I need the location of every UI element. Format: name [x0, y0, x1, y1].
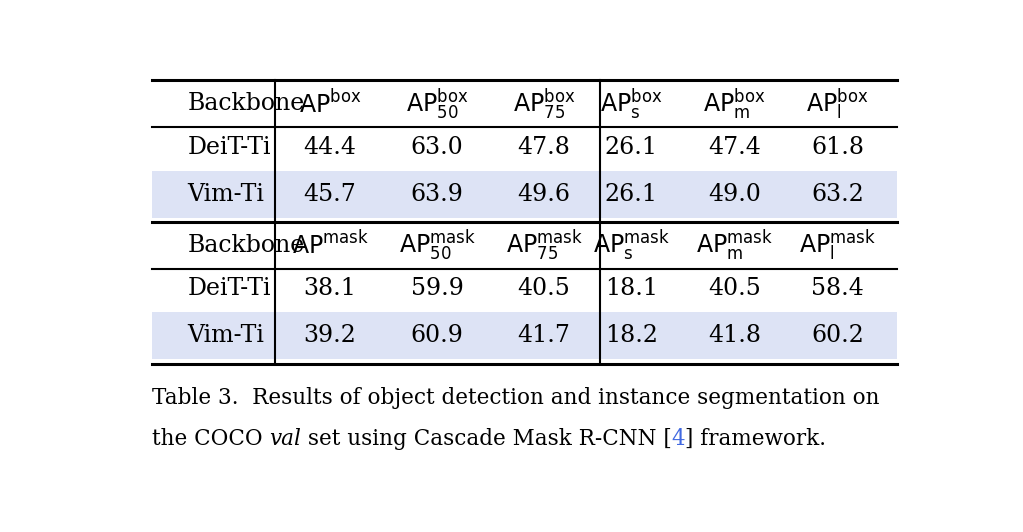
Text: DeiT-Ti: DeiT-Ti [187, 277, 271, 300]
Text: 59.9: 59.9 [410, 277, 463, 300]
Text: 40.5: 40.5 [708, 277, 761, 300]
Text: 45.7: 45.7 [304, 182, 356, 206]
Text: $\mathrm{AP}^{\mathrm{box}}_{\mathrm{s}}$: $\mathrm{AP}^{\mathrm{box}}_{\mathrm{s}}… [601, 86, 663, 121]
Text: set using Cascade Mask R-CNN [: set using Cascade Mask R-CNN [ [301, 428, 672, 450]
Text: 49.6: 49.6 [518, 182, 571, 206]
Text: 58.4: 58.4 [811, 277, 863, 300]
Text: 63.0: 63.0 [410, 136, 463, 159]
Text: 47.8: 47.8 [518, 136, 571, 159]
Text: DeiT-Ti: DeiT-Ti [187, 136, 271, 159]
Text: $\mathrm{AP}^{\mathrm{mask}}_{75}$: $\mathrm{AP}^{\mathrm{mask}}_{75}$ [505, 228, 583, 263]
Text: 39.2: 39.2 [304, 325, 356, 347]
Text: 4: 4 [672, 428, 685, 450]
Text: 26.1: 26.1 [605, 136, 658, 159]
Text: 18.1: 18.1 [605, 277, 658, 300]
Text: Backbone: Backbone [187, 234, 305, 257]
Text: $\mathrm{AP}^{\mathrm{mask}}_{\mathrm{m}}$: $\mathrm{AP}^{\mathrm{mask}}_{\mathrm{m}… [696, 228, 773, 263]
Text: 47.4: 47.4 [708, 136, 761, 159]
Text: Backbone: Backbone [187, 92, 305, 115]
Text: the COCO: the COCO [151, 428, 269, 450]
Text: 26.1: 26.1 [605, 182, 658, 206]
Text: ] framework.: ] framework. [685, 428, 827, 450]
Text: 61.8: 61.8 [811, 136, 864, 159]
Text: 49.0: 49.0 [708, 182, 761, 206]
Text: 63.9: 63.9 [410, 182, 463, 206]
Text: 41.7: 41.7 [518, 325, 571, 347]
Text: 60.9: 60.9 [410, 325, 463, 347]
Text: 41.8: 41.8 [708, 325, 761, 347]
Text: $\mathrm{AP}^{\mathrm{mask}}_{\mathrm{s}}$: $\mathrm{AP}^{\mathrm{mask}}_{\mathrm{s}… [592, 228, 670, 263]
Text: 38.1: 38.1 [304, 277, 356, 300]
Text: $\mathrm{AP}^{\mathrm{box}}$: $\mathrm{AP}^{\mathrm{box}}$ [299, 89, 361, 118]
Text: 60.2: 60.2 [811, 325, 863, 347]
Bar [151, 312, 897, 360]
Text: Vim-Ti: Vim-Ti [187, 325, 264, 347]
Text: $\mathrm{AP}^{\mathrm{mask}}$: $\mathrm{AP}^{\mathrm{mask}}$ [292, 231, 368, 260]
Text: $\mathrm{AP}^{\mathrm{box}}_{50}$: $\mathrm{AP}^{\mathrm{box}}_{50}$ [406, 86, 469, 121]
Bar [151, 171, 897, 218]
Text: 44.4: 44.4 [304, 136, 357, 159]
Text: 40.5: 40.5 [518, 277, 571, 300]
Text: Table 3.  Results of object detection and instance segmentation on: Table 3. Results of object detection and… [151, 387, 879, 409]
Text: $\mathrm{AP}^{\mathrm{box}}_{75}$: $\mathrm{AP}^{\mathrm{box}}_{75}$ [513, 86, 575, 121]
Text: $\mathrm{AP}^{\mathrm{mask}}_{\mathrm{l}}$: $\mathrm{AP}^{\mathrm{mask}}_{\mathrm{l}… [799, 228, 876, 263]
Text: $\mathrm{AP}^{\mathrm{box}}_{\mathrm{m}}$: $\mathrm{AP}^{\mathrm{box}}_{\mathrm{m}}… [703, 86, 765, 121]
Text: $\mathrm{AP}^{\mathrm{mask}}_{50}$: $\mathrm{AP}^{\mathrm{mask}}_{50}$ [399, 228, 476, 263]
Text: Vim-Ti: Vim-Ti [187, 182, 264, 206]
Text: $\mathrm{AP}^{\mathrm{box}}_{\mathrm{l}}$: $\mathrm{AP}^{\mathrm{box}}_{\mathrm{l}}… [806, 86, 869, 121]
Text: 63.2: 63.2 [811, 182, 863, 206]
Text: 18.2: 18.2 [605, 325, 658, 347]
Text: val: val [269, 428, 301, 450]
